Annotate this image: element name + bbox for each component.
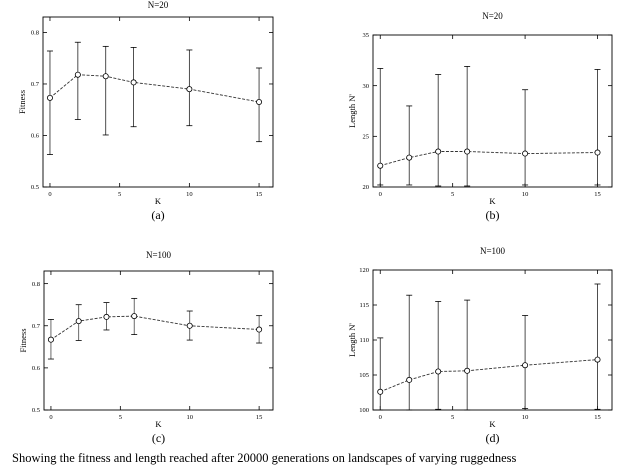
panel-2-y-tick-label: 25 <box>363 134 370 141</box>
panel-2-y-tick-label: 35 <box>363 32 370 39</box>
panel-2-title: N=20 <box>482 11 503 21</box>
panel-3-y-tick-label: 0.8 <box>32 281 40 288</box>
panel-2-y-axis-label: Length N' <box>347 94 357 128</box>
panel-3-subfigure-label: (c) <box>152 431 165 445</box>
panel-3-data-point <box>103 313 110 320</box>
panel-4-x-tick-label: 5 <box>451 414 454 421</box>
panel-4-data-point <box>594 356 601 363</box>
panel-1-y-tick-label: 0.8 <box>31 30 39 37</box>
panel-3-data-point <box>186 322 193 329</box>
panel-2-x-tick-label: 10 <box>522 191 529 198</box>
panel-3-data-point <box>131 313 138 320</box>
panel-4-data-point <box>377 388 384 395</box>
panel-4-y-tick-label: 100 <box>359 407 369 414</box>
panel-2-y-tick-label: 20 <box>363 184 370 191</box>
panel-4-title: N=100 <box>480 246 506 256</box>
panel-3-plot-frame <box>43 270 274 411</box>
panel-2-x-tick-label: 0 <box>379 191 382 198</box>
panel-3-y-axis-label: Fitness <box>18 328 28 352</box>
panel-1-x-tick-label: 0 <box>48 191 51 198</box>
panel-3-x-tick-label: 5 <box>119 414 122 421</box>
panel-3-data-point <box>75 318 82 325</box>
panel-4-data-point <box>464 367 471 374</box>
panel-2-x-tick-label: 15 <box>594 191 601 198</box>
panel-3-x-tick-label: 10 <box>186 414 193 421</box>
panel-2-y-tick-label: 30 <box>363 83 370 90</box>
panel-2-data-point <box>406 154 413 161</box>
panel-3-y-tick-label: 0.6 <box>32 365 41 372</box>
panel-2-data-point <box>522 150 529 157</box>
panel-2-data-point <box>377 162 384 169</box>
panel-3-data-point <box>47 336 54 343</box>
panel-2-subfigure-label: (b) <box>486 208 500 222</box>
panel-2-data-point <box>435 148 442 155</box>
panel-4-x-tick-label: 0 <box>379 414 382 421</box>
panel-1-y-axis-label: Fitness <box>17 90 27 114</box>
panel-4-series-line <box>380 359 598 393</box>
caption: Showing the fitness and length reached a… <box>12 451 517 465</box>
panel-2-data-point <box>594 149 601 156</box>
panel-1-x-axis-label: K <box>155 196 162 206</box>
panel-1-data-point <box>46 94 53 101</box>
panel-1-y-tick-label: 0.6 <box>31 133 40 140</box>
panel-3-x-tick-label: 0 <box>49 414 52 421</box>
panel-1-x-tick-label: 10 <box>186 191 193 198</box>
panel-1-subfigure-label: (a) <box>151 208 164 222</box>
panel-4-y-tick-label: 105 <box>359 372 369 379</box>
panel-4-data-point <box>406 376 413 383</box>
panel-2-series-line <box>380 151 598 167</box>
panel-4-x-tick-label: 10 <box>522 414 529 421</box>
panel-3-series-line <box>50 315 260 341</box>
panel-1-data-point <box>256 99 263 106</box>
panel-3-data-point <box>256 326 263 333</box>
panel-1-plot-frame <box>42 16 274 188</box>
panel-2-data-point <box>464 148 471 155</box>
panel-1-series-line <box>49 74 260 103</box>
panel-2-x-tick-label: 5 <box>451 191 454 198</box>
panel-1-data-point <box>74 71 81 78</box>
panel-1-x-tick-label: 15 <box>256 191 263 198</box>
panel-4-y-tick-label: 110 <box>359 337 369 344</box>
panel-3-y-tick-label: 0.7 <box>32 323 41 330</box>
panel-4-x-tick-label: 15 <box>594 414 601 421</box>
panel-3-x-axis-label: K <box>155 419 162 429</box>
panel-3-y-tick-label: 0.5 <box>32 407 40 414</box>
panel-4-x-axis-label: K <box>489 419 496 429</box>
panel-2-x-axis-label: K <box>489 196 496 206</box>
panel-1-y-tick-label: 0.5 <box>31 184 39 191</box>
panel-3-title: N=100 <box>146 250 172 260</box>
panel-4-y-tick-label: 120 <box>359 267 369 274</box>
panel-1-data-point <box>186 86 193 93</box>
panel-1-x-tick-label: 5 <box>118 191 121 198</box>
panel-4-y-tick-label: 115 <box>359 302 369 309</box>
panel-4-subfigure-label: (d) <box>486 431 500 445</box>
panel-3-x-tick-label: 15 <box>256 414 263 421</box>
panel-4-data-point <box>522 362 529 369</box>
panel-4-y-axis-label: Length N' <box>347 323 357 357</box>
panel-1-y-tick-label: 0.7 <box>31 81 40 88</box>
panel-1-title: N=20 <box>148 0 169 10</box>
panel-2-plot-frame <box>372 34 613 188</box>
panel-4-data-point <box>435 368 442 375</box>
panel-1-data-point <box>130 79 137 86</box>
panel-1-data-point <box>102 73 109 80</box>
